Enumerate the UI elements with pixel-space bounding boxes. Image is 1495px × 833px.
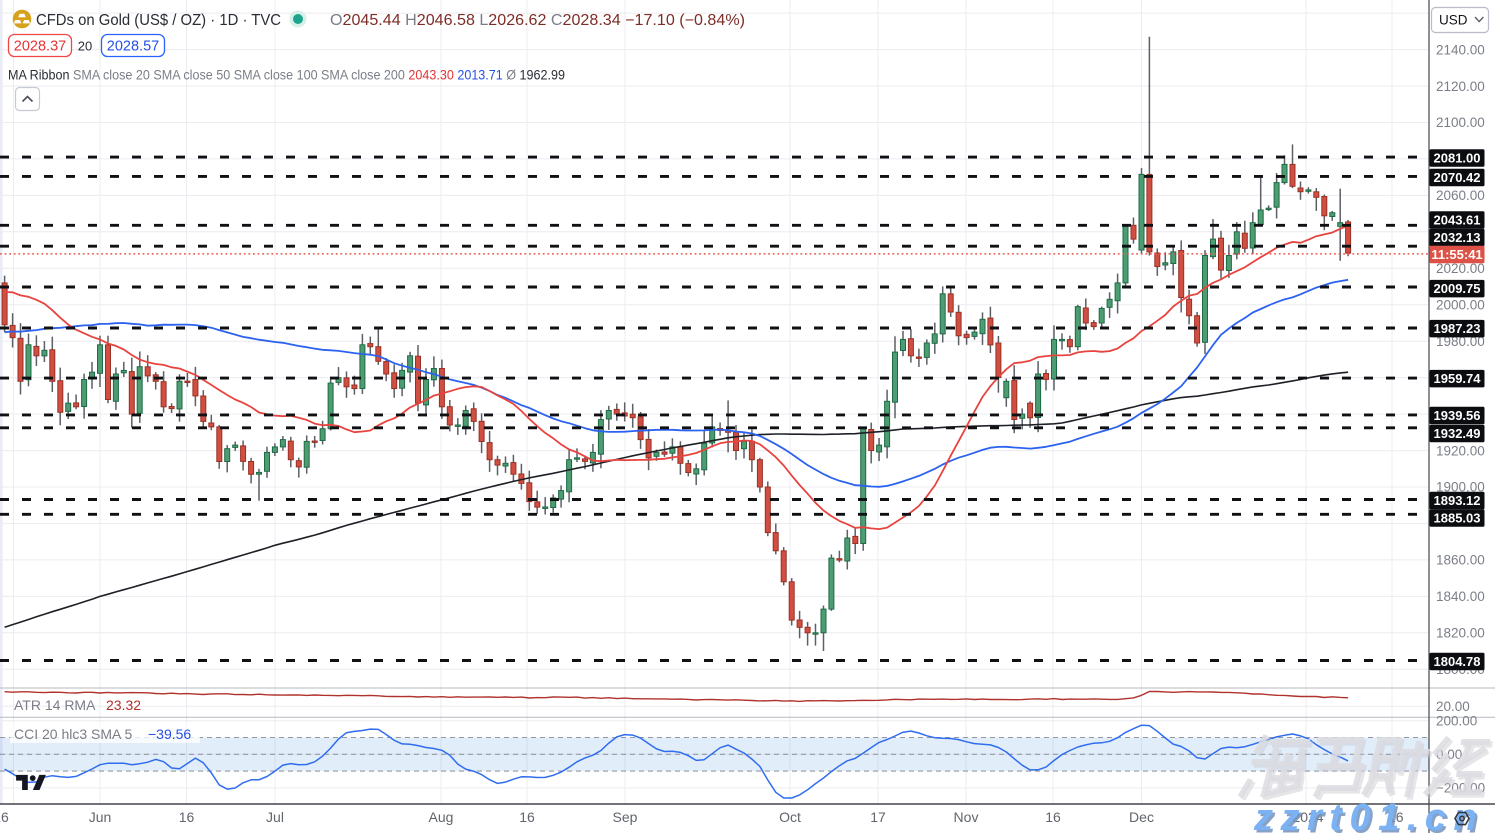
svg-text:16: 16 xyxy=(0,809,9,825)
svg-text:USD: USD xyxy=(1439,13,1468,28)
svg-text:1860.00: 1860.00 xyxy=(1436,553,1485,568)
svg-text:Jul: Jul xyxy=(266,809,284,825)
svg-text:16: 16 xyxy=(1045,809,1061,825)
svg-text:2043.61: 2043.61 xyxy=(1434,212,1481,227)
svg-text:2120.00: 2120.00 xyxy=(1436,79,1485,94)
svg-text:200.00: 200.00 xyxy=(1436,713,1477,728)
svg-text:1939.56: 1939.56 xyxy=(1434,408,1481,423)
svg-text:2070.42: 2070.42 xyxy=(1434,170,1481,185)
svg-text:Oct: Oct xyxy=(779,809,801,825)
svg-text:1893.12: 1893.12 xyxy=(1434,493,1481,508)
svg-text:16: 16 xyxy=(1388,809,1404,825)
svg-text:17: 17 xyxy=(870,809,886,825)
svg-text:CCI 20 hlc3 SMA 5: CCI 20 hlc3 SMA 5 xyxy=(14,726,132,742)
svg-text:16: 16 xyxy=(519,809,535,825)
svg-text:−39.56: −39.56 xyxy=(148,726,191,742)
svg-text:23.32: 23.32 xyxy=(106,697,141,713)
svg-text:2060.00: 2060.00 xyxy=(1436,188,1485,203)
svg-text:O2045.44 H2046.58 L2026.62 C20: O2045.44 H2046.58 L2026.62 C2028.34 −17.… xyxy=(330,12,745,29)
svg-text:ATR 14 RMA: ATR 14 RMA xyxy=(14,697,96,713)
svg-text:2020.00: 2020.00 xyxy=(1436,261,1485,276)
svg-text:2024: 2024 xyxy=(1292,809,1323,825)
svg-text:2140.00: 2140.00 xyxy=(1436,42,1485,57)
svg-text:1820.00: 1820.00 xyxy=(1436,626,1485,641)
svg-text:1980.00: 1980.00 xyxy=(1436,334,1485,349)
svg-text:1885.03: 1885.03 xyxy=(1434,510,1481,525)
svg-text:Nov: Nov xyxy=(954,809,979,825)
svg-text:CFDs on Gold (US$ / OZ) · 1D ·: CFDs on Gold (US$ / OZ) · 1D · TVC xyxy=(36,12,281,29)
svg-text:2032.13: 2032.13 xyxy=(1434,230,1481,245)
svg-text:Dec: Dec xyxy=(1129,809,1154,825)
svg-text:1804.78: 1804.78 xyxy=(1434,654,1481,669)
svg-text:1959.74: 1959.74 xyxy=(1434,371,1482,386)
svg-text:Aug: Aug xyxy=(429,809,454,825)
svg-text:1840.00: 1840.00 xyxy=(1436,589,1485,604)
svg-text:1900.00: 1900.00 xyxy=(1436,480,1485,495)
svg-text:11:55:41: 11:55:41 xyxy=(1431,247,1482,262)
svg-text:2028.57: 2028.57 xyxy=(107,39,159,55)
svg-text:Jun: Jun xyxy=(89,809,112,825)
svg-text:20.00: 20.00 xyxy=(1436,699,1470,714)
svg-text:2100.00: 2100.00 xyxy=(1436,115,1485,130)
svg-text:16: 16 xyxy=(179,809,195,825)
svg-text:1932.49: 1932.49 xyxy=(1434,426,1481,441)
svg-text:1920.00: 1920.00 xyxy=(1436,443,1485,458)
svg-text:zzrt01.cn: zzrt01.cn xyxy=(1253,797,1484,833)
svg-text:2000.00: 2000.00 xyxy=(1436,298,1485,313)
svg-text:1987.23: 1987.23 xyxy=(1434,321,1481,336)
svg-text:20: 20 xyxy=(78,39,92,54)
svg-text:2009.75: 2009.75 xyxy=(1434,281,1481,296)
svg-text:2081.00: 2081.00 xyxy=(1434,150,1481,165)
svg-text:MA Ribbon SMA close 20 SMA clo: MA Ribbon SMA close 20 SMA close 50 SMA … xyxy=(8,67,565,83)
svg-text:zzrt01.cn: zzrt01.cn xyxy=(1256,800,1487,833)
svg-text:2028.37: 2028.37 xyxy=(14,39,66,55)
svg-text:Sep: Sep xyxy=(613,809,638,825)
